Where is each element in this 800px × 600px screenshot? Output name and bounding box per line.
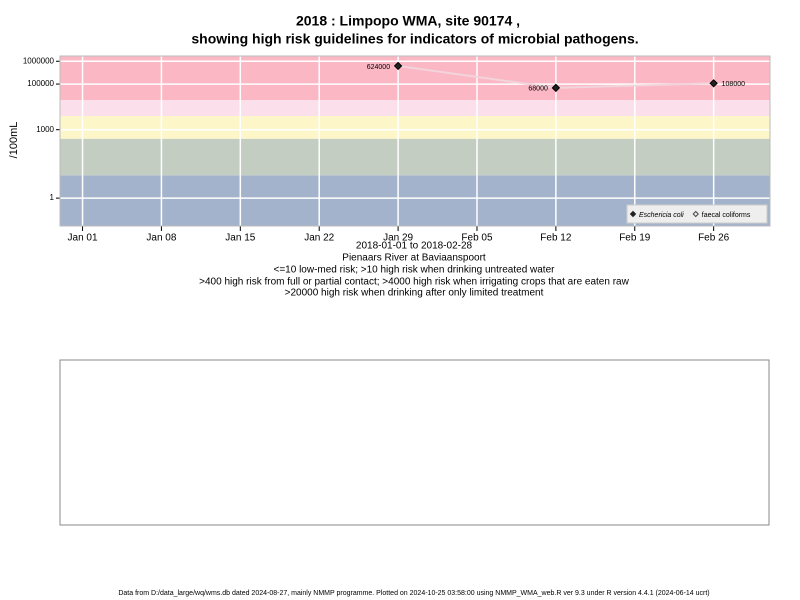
- legend-label: faecal coliforms: [702, 212, 751, 219]
- chart-subtitle: showing high risk guidelines for indicat…: [191, 31, 638, 47]
- x-axis-label: 2018-01-01 to 2018-02-28: [356, 241, 473, 252]
- note: <=10 low-med risk; >10 high risk when dr…: [274, 265, 556, 276]
- data-label: 108000: [722, 81, 745, 88]
- data-label: 624000: [367, 64, 390, 71]
- site-label: Pienaars River at Baviaanspoort: [342, 253, 486, 264]
- data-label: 68000: [528, 86, 548, 93]
- y-tick-label: 1000000: [23, 56, 55, 65]
- x-tick-label: Feb 19: [619, 233, 651, 244]
- point: [551, 83, 561, 93]
- x-tick-label: Jan 15: [225, 233, 255, 244]
- legend-box: [626, 204, 768, 224]
- x-tick-label: Feb 12: [540, 233, 572, 244]
- x-tick-label: Jan 22: [304, 233, 334, 244]
- risk-band: [60, 56, 770, 101]
- legend-marker: [629, 210, 637, 218]
- legend-label: Eschericia coli: [639, 212, 684, 219]
- note: >20000 high risk when drinking after onl…: [285, 288, 544, 299]
- y-tick-label: 100000: [27, 79, 54, 88]
- risk-band: [60, 115, 770, 139]
- y-tick-label: 1000: [36, 125, 54, 134]
- note: >400 high risk from full or partial cont…: [199, 277, 629, 288]
- chart-title: 2018 : Limpopo WMA, site 90174 ,: [296, 13, 520, 29]
- empty-panel: [59, 359, 770, 526]
- footer: Data from D:/data_large/wq/wms.db dated …: [118, 590, 709, 597]
- x-tick-label: Jan 08: [146, 233, 176, 244]
- x-tick-label: Jan 29: [383, 233, 413, 244]
- y-axis-label: /100mL: [8, 122, 20, 159]
- x-tick-label: Jan 01: [68, 233, 98, 244]
- y-tick-label: 1: [50, 193, 55, 202]
- point: [393, 61, 403, 71]
- risk-band: [60, 100, 770, 116]
- x-tick-label: Feb 26: [698, 233, 730, 244]
- plot-frame: [59, 55, 771, 227]
- legend-marker: [692, 210, 699, 218]
- point: [709, 79, 718, 88]
- x-tick-label: Feb 05: [461, 233, 493, 244]
- risk-band: [60, 138, 770, 176]
